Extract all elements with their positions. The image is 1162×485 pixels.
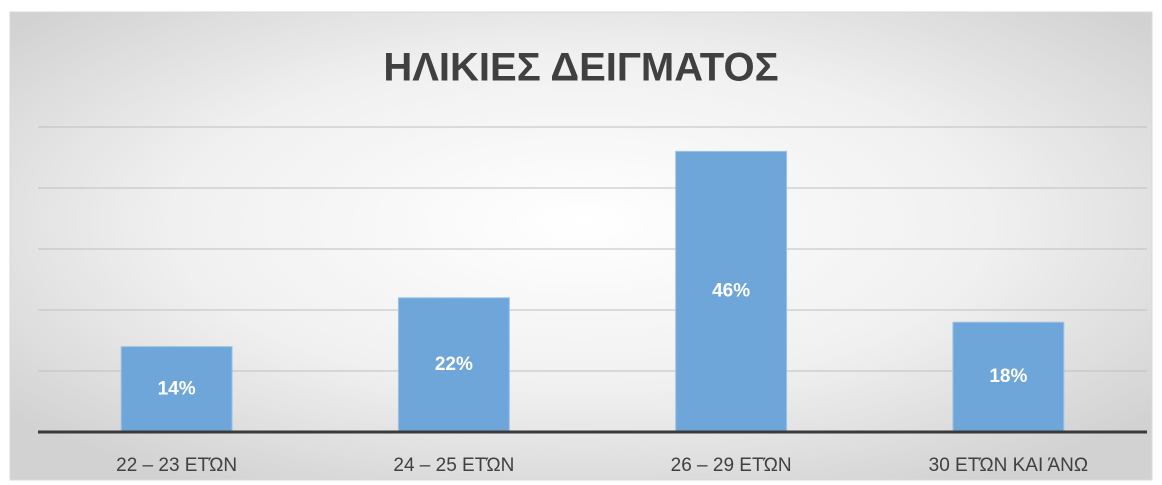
- data-label: 46%: [712, 281, 750, 302]
- bar: [397, 297, 510, 433]
- bar: [675, 150, 788, 433]
- data-label: 18%: [989, 366, 1027, 387]
- data-label: 14%: [158, 378, 196, 399]
- chart-title: ΗΛΙΚΙΕΣ ΔΕΙΓΜΑΤΟΣ: [383, 46, 778, 90]
- x-tick-label: 26 – 29 ΕΤΏΝ: [671, 455, 792, 476]
- data-label: 22%: [435, 354, 473, 375]
- x-tick-label: 30 ΕΤΏΝ ΚΑΙ ΆΝΩ: [929, 455, 1088, 476]
- x-tick-label: 24 – 25 ΕΤΏΝ: [393, 455, 514, 476]
- x-tick-label: 22 – 23 ΕΤΏΝ: [116, 455, 237, 476]
- bar: [120, 346, 233, 433]
- bar: [952, 321, 1065, 433]
